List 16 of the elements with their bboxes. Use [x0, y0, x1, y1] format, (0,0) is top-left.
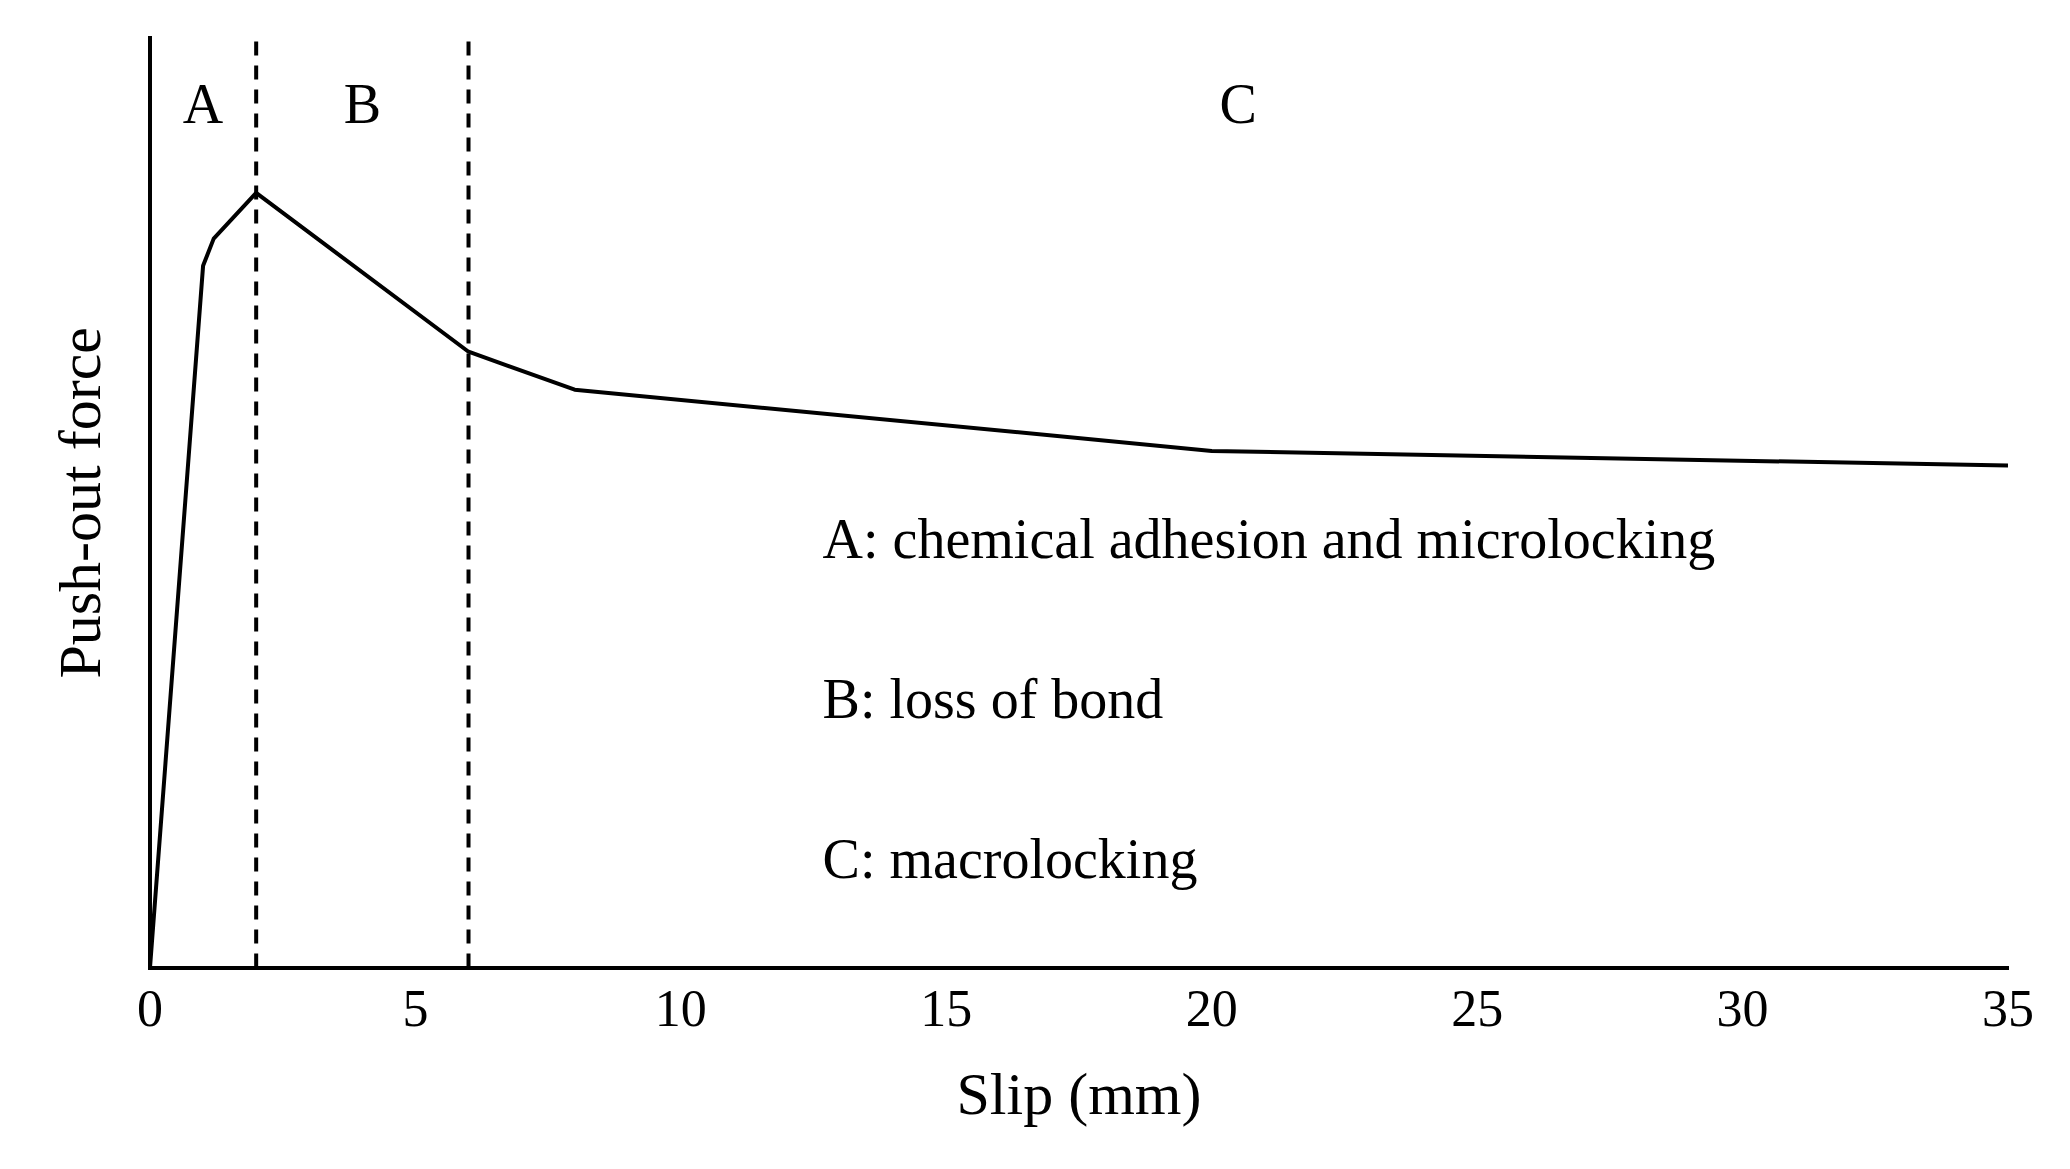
x-tick-label: 20: [1185, 980, 1238, 1038]
text: C: [1219, 72, 1257, 135]
x-tick-label: 10: [654, 980, 707, 1038]
x-tick-label: 5: [402, 980, 429, 1038]
text: B: [343, 72, 382, 135]
annotation: C: macrolocking: [822, 827, 1198, 890]
x-tick-label: 35: [1982, 980, 2034, 1038]
y-axis-title: Push-out force: [46, 327, 113, 679]
text: A: [182, 72, 224, 135]
x-tick-label: 0: [137, 980, 163, 1038]
x-tick-label: 30: [1716, 980, 1769, 1038]
annotation: A: chemical adhesion and microlocking: [822, 507, 1716, 570]
x-tick-label: 25: [1451, 980, 1504, 1038]
x-axis-title: Slip (mm): [956, 1060, 1202, 1127]
annotation: B: loss of bond: [822, 667, 1164, 730]
x-tick-label: 15: [920, 980, 973, 1038]
